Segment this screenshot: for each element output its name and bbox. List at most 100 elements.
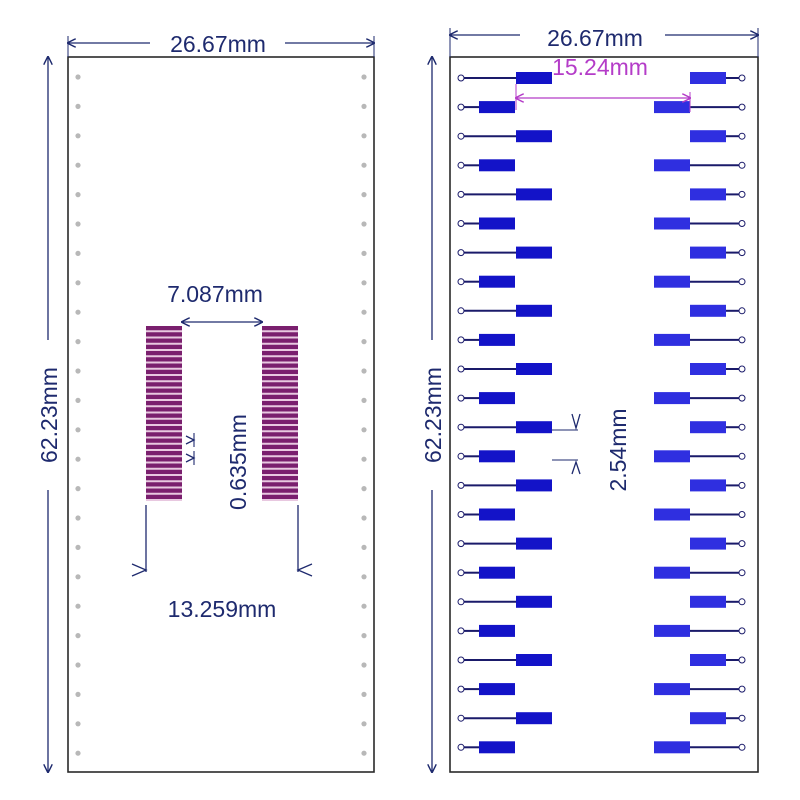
pin-dot	[75, 339, 81, 345]
pin-pitch-label: 2.54mm	[605, 408, 631, 491]
pad	[690, 479, 726, 492]
pad-spacing-label: 7.087mm	[167, 281, 263, 307]
fine-pad	[262, 451, 298, 456]
right-panel: 26.67mm 62.23mm 15.24mm 2.54mm	[420, 25, 758, 772]
pin-hole	[457, 132, 465, 140]
pin-hole	[738, 481, 746, 489]
pad	[690, 304, 726, 317]
pin-dot	[75, 544, 81, 551]
fine-pitch-label: 0.635mm	[225, 414, 251, 510]
pad	[479, 683, 515, 696]
fine-pad	[262, 369, 298, 374]
right-height-dimension: 62.23mm	[420, 57, 446, 772]
pad-span-label: 13.259mm	[168, 596, 277, 622]
fine-pad	[146, 482, 182, 487]
pad	[654, 683, 690, 696]
pin-hole	[738, 598, 746, 606]
pad	[516, 595, 552, 608]
pin-hole	[738, 743, 746, 751]
pin-dot	[75, 721, 81, 727]
pin-hole	[457, 743, 465, 751]
fine-pad	[262, 407, 298, 412]
pad	[479, 159, 515, 172]
pin-hole	[457, 685, 465, 693]
pin-dot	[75, 103, 81, 109]
pad	[479, 741, 515, 754]
row-spacing-label: 15.24mm	[552, 54, 648, 80]
pin-dot	[361, 750, 367, 756]
pad	[479, 624, 515, 637]
pad	[654, 159, 690, 172]
pin-dot	[75, 74, 81, 80]
pin-hole	[738, 714, 746, 722]
pin-dot	[75, 133, 81, 139]
left-height-dimension: 62.23mm	[36, 57, 62, 772]
pad	[690, 130, 726, 143]
fine-pad	[262, 382, 298, 387]
pad	[516, 72, 552, 84]
pad	[516, 421, 552, 434]
pin-hole	[457, 540, 465, 548]
pad	[690, 363, 726, 375]
fine-pad	[262, 438, 298, 443]
pin-hole	[738, 627, 746, 635]
fine-pad	[262, 344, 298, 349]
fine-pad	[262, 357, 298, 362]
pin-dot	[75, 397, 81, 403]
fine-pad	[146, 419, 182, 424]
pad	[479, 217, 515, 230]
fine-pad	[146, 457, 182, 462]
pin-hole	[457, 220, 465, 227]
left-width-label: 26.67mm	[170, 31, 266, 57]
pin-dot	[361, 603, 367, 609]
pin-dot	[361, 721, 367, 727]
pin-dot	[75, 280, 81, 286]
pin-dot	[361, 427, 367, 433]
pin-hole	[457, 511, 465, 518]
pin-dot	[75, 574, 81, 580]
fine-pad	[262, 457, 298, 462]
pin-hole	[457, 278, 465, 286]
pin-dot	[361, 515, 367, 521]
fine-pitch-pads-left	[146, 326, 182, 501]
pin-dot	[361, 221, 367, 227]
pin-dot	[75, 192, 81, 198]
fine-pad	[262, 432, 298, 437]
pin-dot	[75, 633, 81, 639]
fine-pad	[146, 388, 182, 393]
pad	[690, 537, 726, 550]
fine-pad	[262, 476, 298, 481]
pin-dot	[75, 427, 81, 433]
pin-dot	[75, 368, 81, 374]
fine-pad	[146, 369, 182, 374]
fine-pad	[146, 432, 182, 437]
pin-hole	[457, 452, 465, 460]
pad	[479, 101, 515, 114]
pad	[690, 421, 726, 434]
pin-hole	[738, 307, 746, 315]
pad	[654, 741, 690, 754]
fine-pad	[146, 407, 182, 412]
pad	[654, 275, 690, 288]
pin-hole	[738, 132, 746, 140]
fine-pad	[146, 394, 182, 399]
pin-hole	[738, 220, 746, 227]
pin-pitch-dimension: 2.54mm	[552, 408, 631, 492]
fine-pad	[146, 451, 182, 456]
fine-pad	[146, 413, 182, 418]
pin-hole	[457, 307, 465, 315]
fine-pad	[262, 351, 298, 356]
fine-pad	[262, 482, 298, 487]
pin-dot	[75, 486, 81, 492]
pad	[516, 712, 552, 725]
pad	[690, 712, 726, 725]
fine-pad	[146, 401, 182, 406]
pin-hole	[738, 656, 746, 664]
pin-hole	[738, 161, 746, 169]
pin-hole	[457, 394, 465, 402]
fine-pad	[146, 469, 182, 474]
pad	[654, 450, 690, 463]
fine-pad	[262, 419, 298, 424]
pin-dot	[361, 368, 367, 374]
pad	[516, 188, 552, 201]
